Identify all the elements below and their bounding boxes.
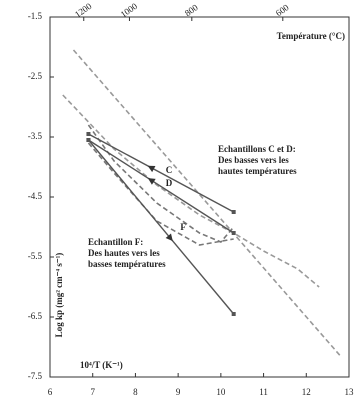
series-line bbox=[88, 139, 235, 234]
x-tick-label: 8 bbox=[133, 387, 138, 397]
y-tick-label: -3.5 bbox=[28, 131, 43, 141]
point bbox=[86, 132, 91, 136]
annotation: Echantillons C et D: bbox=[218, 144, 296, 154]
series-line bbox=[87, 139, 235, 315]
x-tick-label: 12 bbox=[302, 387, 311, 397]
x-tick-label: 9 bbox=[176, 387, 181, 397]
annotation: basses températures bbox=[88, 259, 166, 269]
series-line bbox=[62, 94, 320, 288]
y-tick-label: -4.5 bbox=[28, 191, 43, 201]
arrow bbox=[165, 233, 173, 242]
y-axis-label: Log kp (mg² cm⁻⁴ s⁻¹) bbox=[54, 253, 64, 338]
series-line bbox=[87, 142, 234, 246]
series-label: C bbox=[166, 165, 173, 175]
plot-frame bbox=[49, 16, 350, 378]
annotation: Echantillon F: bbox=[88, 237, 143, 247]
annotation: Des hautes vers les bbox=[88, 248, 160, 258]
arrow bbox=[147, 165, 156, 173]
series-label: F bbox=[180, 222, 186, 232]
y-tick-label: -6.5 bbox=[28, 311, 43, 321]
series-label: D bbox=[166, 178, 173, 188]
arrow bbox=[147, 178, 156, 185]
y-tick-label: -5.5 bbox=[28, 251, 43, 261]
point bbox=[86, 138, 91, 142]
series-line bbox=[88, 133, 235, 213]
series-line bbox=[87, 124, 235, 243]
series-line bbox=[72, 49, 342, 357]
x-tick-label: 6 bbox=[48, 387, 53, 397]
point bbox=[231, 210, 236, 214]
x-tick-label: 13 bbox=[345, 387, 355, 397]
point bbox=[231, 231, 236, 235]
x2-axis-label: Température (°C) bbox=[277, 31, 345, 41]
point bbox=[231, 312, 236, 316]
x2-tick-label: 600 bbox=[274, 2, 291, 18]
y-tick-label: -7.5 bbox=[28, 371, 43, 381]
x-tick-label: 10 bbox=[216, 387, 226, 397]
x-tick-label: 7 bbox=[90, 387, 95, 397]
y-tick-label: -1.5 bbox=[28, 11, 43, 21]
x2-tick-label: 800 bbox=[183, 2, 200, 18]
annotation: hautes températures bbox=[218, 166, 297, 176]
x-tick-label: 11 bbox=[259, 387, 268, 397]
x-axis-label: 10⁴/T (K⁻¹) bbox=[80, 360, 123, 370]
annotation: Des basses vers les bbox=[218, 155, 289, 165]
y-tick-label: -2.5 bbox=[28, 71, 43, 81]
